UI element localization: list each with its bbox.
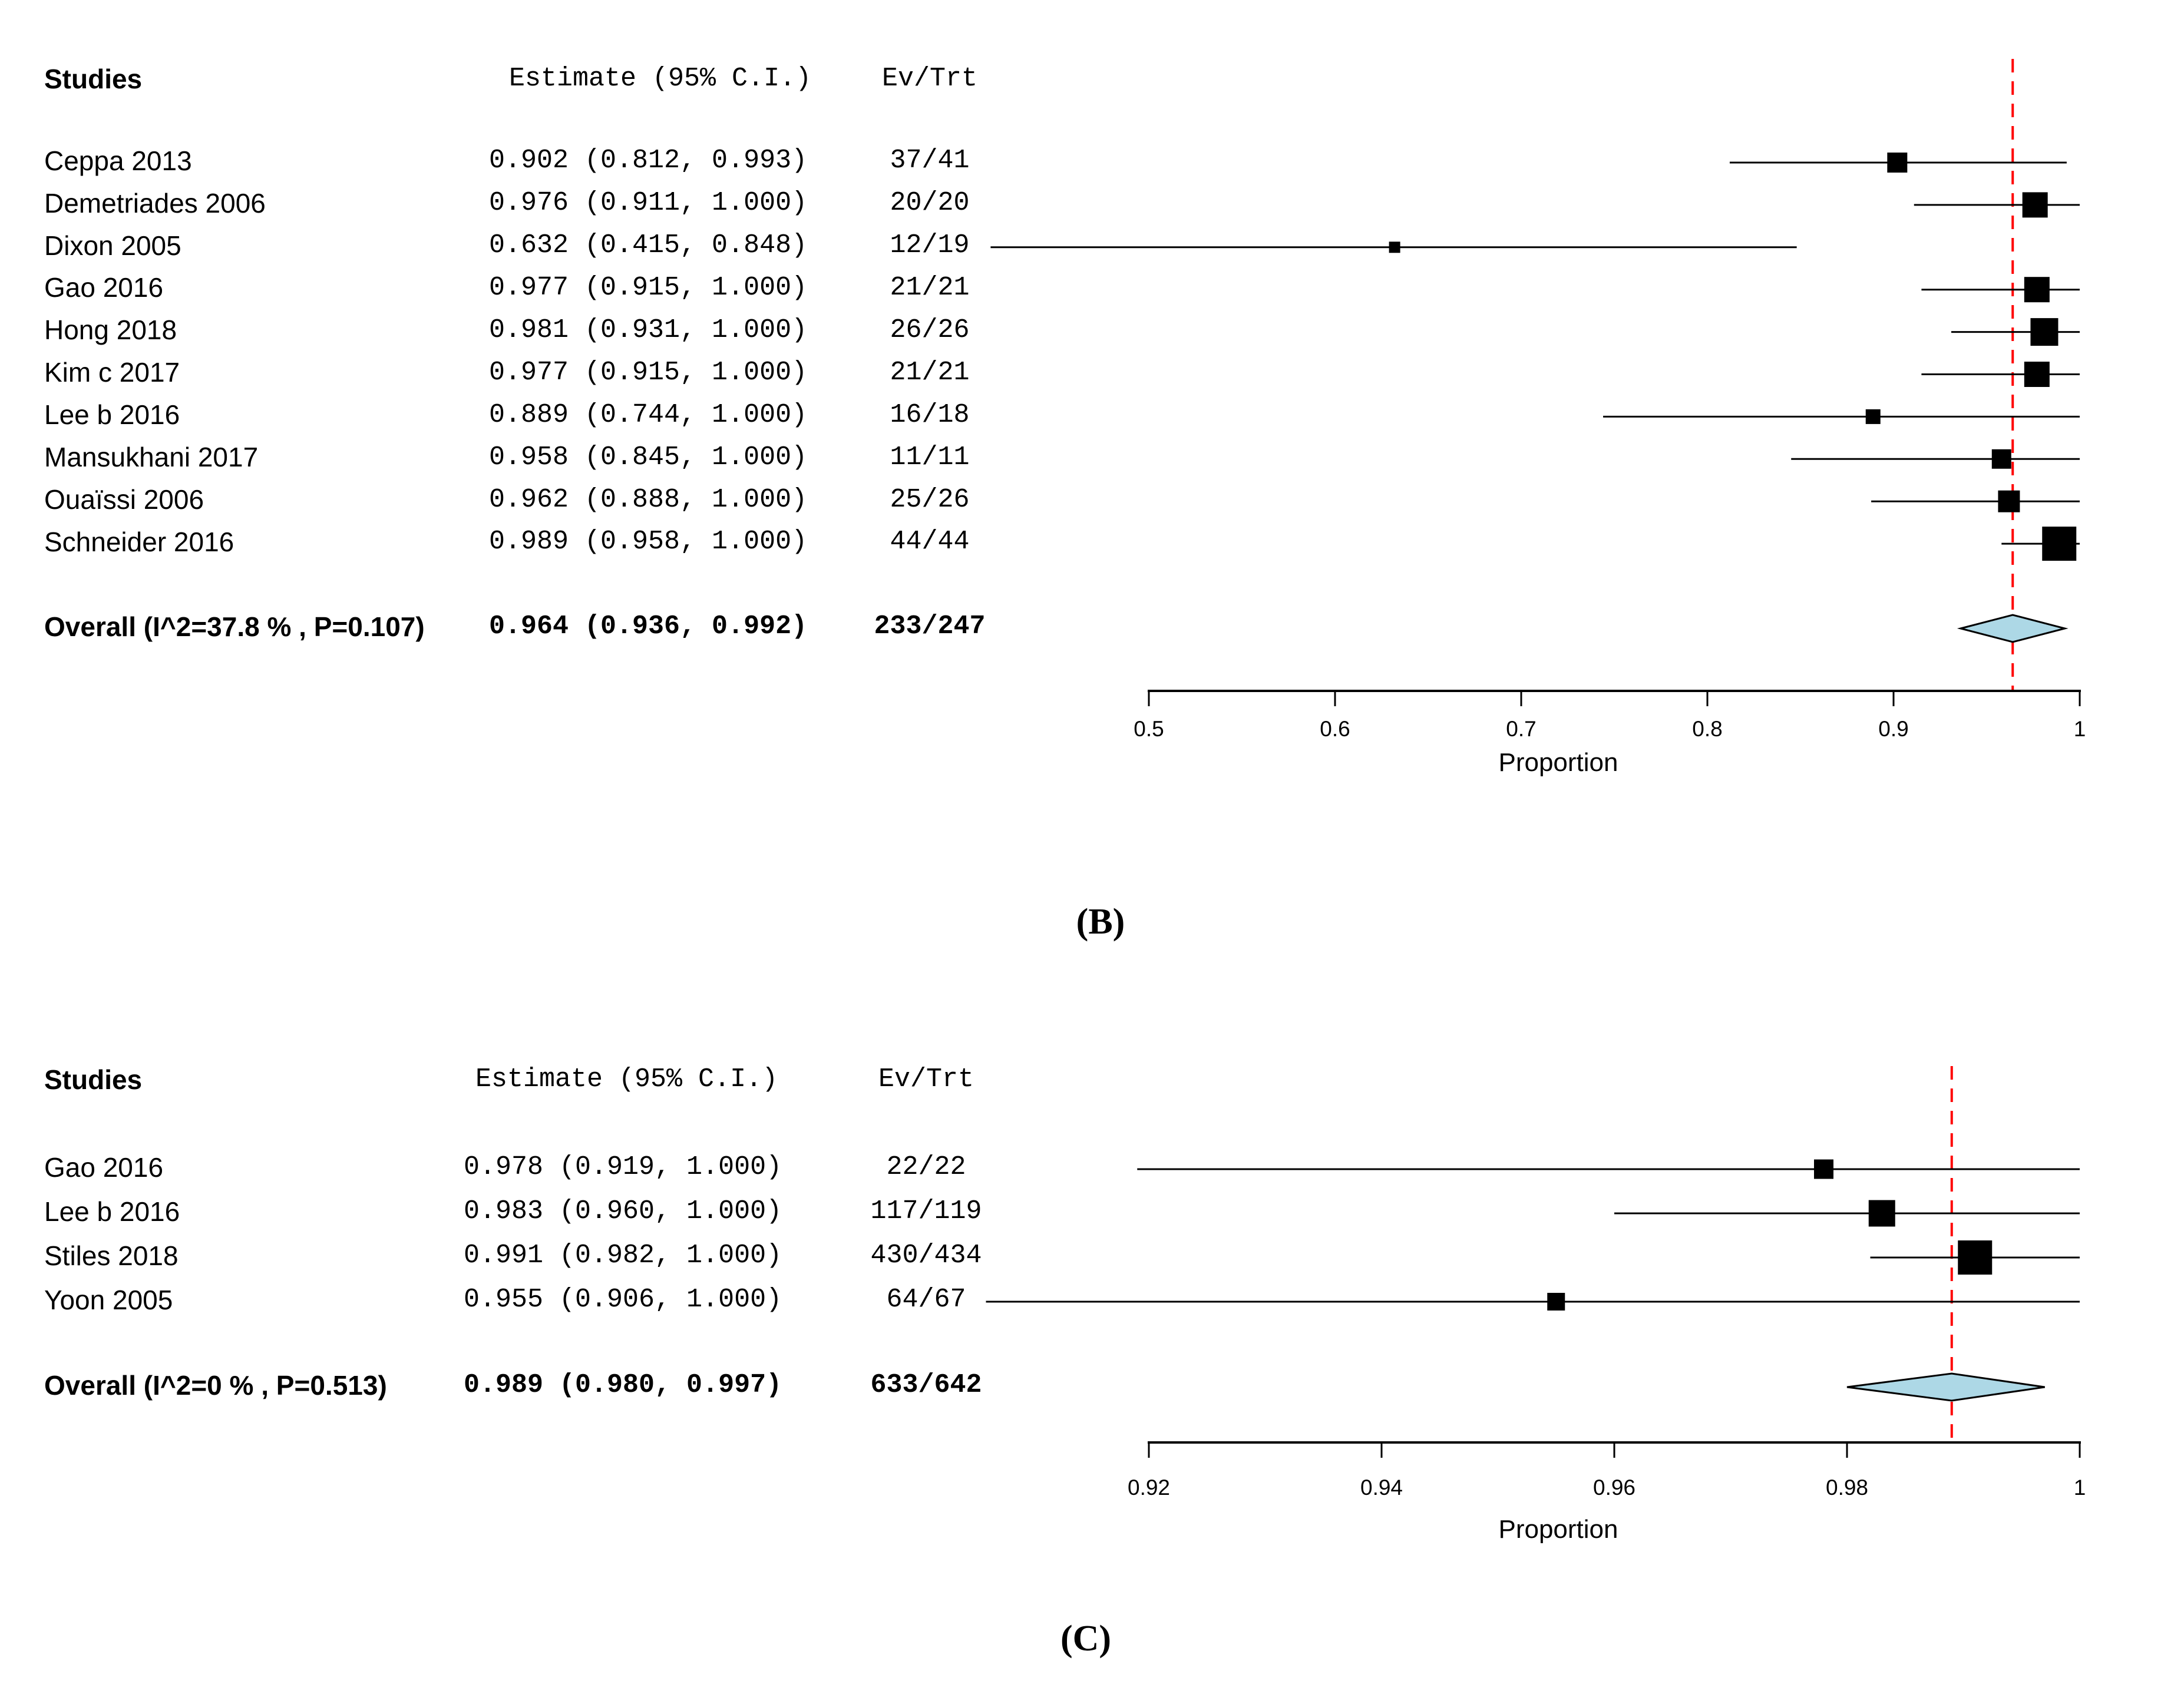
study-label: Lee b 2016	[44, 399, 180, 430]
overall-estimate-value: 0.964 (0.936, 0.992)	[489, 611, 808, 641]
column-header-studies: Studies	[44, 1064, 143, 1095]
ev-trt-value: 25/26	[890, 485, 970, 515]
panel-label-B: (B)	[1076, 904, 1125, 940]
study-label: Ouaïssi 2006	[44, 484, 204, 515]
estimate-marker	[1991, 449, 2011, 469]
axis-tick-label: 0.6	[1320, 717, 1350, 741]
estimate-marker	[1868, 1200, 1895, 1227]
estimate-marker	[1389, 241, 1400, 253]
axis-tick-label: 0.92	[1127, 1475, 1171, 1500]
estimate-marker	[1887, 153, 1908, 173]
ev-trt-value: 12/19	[890, 230, 970, 260]
estimate-value: 0.955 (0.906, 1.000)	[464, 1285, 782, 1315]
estimate-value: 0.977 (0.915, 1.000)	[489, 273, 808, 303]
estimate-marker	[1958, 1240, 1993, 1275]
panel-label-C-text: (C)	[1060, 1619, 1112, 1659]
axis-title: Proportion	[1498, 748, 1618, 777]
overall-diamond	[1846, 1372, 2045, 1402]
estimate-value: 0.978 (0.919, 1.000)	[464, 1152, 782, 1182]
study-label: Schneider 2016	[44, 527, 234, 557]
column-header-estimate: Estimate (95% C.I.)	[475, 1064, 778, 1094]
estimate-value: 0.976 (0.911, 1.000)	[489, 188, 808, 218]
estimate-marker	[2024, 277, 2050, 303]
ev-trt-value: 26/26	[890, 315, 970, 345]
estimate-marker	[2042, 527, 2077, 561]
ev-trt-value: 117/119	[870, 1196, 982, 1226]
study-label: Demetriades 2006	[44, 188, 266, 219]
axis-tick-label: 1	[2073, 717, 2086, 741]
overall-estimate-value: 0.989 (0.980, 0.997)	[464, 1370, 782, 1400]
axis-tick-label: 1	[2073, 1475, 2086, 1500]
ev-trt-value: 22/22	[886, 1152, 966, 1182]
estimate-value: 0.958 (0.845, 1.000)	[489, 442, 808, 472]
study-label: Yoon 2005	[44, 1285, 173, 1315]
estimate-marker	[2022, 192, 2048, 218]
overall-diamond	[1957, 614, 2069, 643]
column-header-ev-trt: Ev/Trt	[878, 1064, 974, 1094]
ev-trt-value: 64/67	[886, 1285, 966, 1315]
estimate-marker	[2024, 362, 2050, 387]
estimate-value: 0.983 (0.960, 1.000)	[464, 1196, 782, 1226]
ev-trt-value: 430/434	[870, 1240, 982, 1270]
estimate-value: 0.977 (0.915, 1.000)	[489, 358, 808, 388]
overall-ev-trt-value: 633/642	[870, 1370, 982, 1400]
column-header-studies: Studies	[44, 64, 143, 94]
column-header-estimate: Estimate (95% C.I.)	[509, 64, 812, 94]
ev-trt-value: 44/44	[890, 527, 970, 557]
study-label: Lee b 2016	[44, 1196, 180, 1227]
axis-tick-label: 0.98	[1825, 1475, 1869, 1500]
panel-label-C: (C)	[1060, 1620, 1111, 1657]
study-label: Gao 2016	[44, 272, 164, 303]
axis-tick-label: 0.5	[1134, 717, 1164, 741]
estimate-marker	[1547, 1293, 1565, 1311]
study-label: Mansukhani 2017	[44, 442, 259, 472]
estimate-value: 0.632 (0.415, 0.848)	[489, 230, 808, 260]
ev-trt-value: 16/18	[890, 400, 970, 430]
study-label: Gao 2016	[44, 1152, 164, 1183]
overall-label: Overall (I^2=37.8 % , P=0.107)	[44, 611, 425, 642]
axis-tick-label: 0.7	[1506, 717, 1537, 741]
estimate-marker	[1865, 409, 1881, 424]
estimate-value: 0.889 (0.744, 1.000)	[489, 400, 808, 430]
study-label: Dixon 2005	[44, 230, 181, 261]
column-header-ev-trt: Ev/Trt	[881, 64, 978, 94]
study-label: Hong 2018	[44, 315, 177, 345]
estimate-value: 0.991 (0.982, 1.000)	[464, 1240, 782, 1270]
study-label: Kim c 2017	[44, 357, 180, 388]
estimate-value: 0.962 (0.888, 1.000)	[489, 485, 808, 515]
axis-title: Proportion	[1498, 1515, 1618, 1544]
estimate-value: 0.902 (0.812, 0.993)	[489, 145, 808, 176]
overall-ev-trt-value: 233/247	[874, 611, 986, 641]
ev-trt-value: 37/41	[890, 145, 970, 176]
axis-tick-label: 0.8	[1692, 717, 1723, 741]
ev-trt-value: 21/21	[890, 358, 970, 388]
overall-label: Overall (I^2=0 % , P=0.513)	[44, 1370, 387, 1401]
study-label: Ceppa 2013	[44, 145, 192, 176]
estimate-value: 0.981 (0.931, 1.000)	[489, 315, 808, 345]
study-label: Stiles 2018	[44, 1240, 179, 1271]
estimate-value: 0.989 (0.958, 1.000)	[489, 527, 808, 557]
ev-trt-value: 11/11	[890, 442, 970, 472]
ev-trt-value: 20/20	[890, 188, 970, 218]
axis-tick-label: 0.96	[1592, 1475, 1636, 1500]
estimate-marker	[1998, 490, 2020, 512]
panel-label-B-text: (B)	[1076, 902, 1125, 942]
axis-tick-label: 0.94	[1360, 1475, 1403, 1500]
estimate-marker	[2030, 318, 2059, 346]
axis-tick-label: 0.9	[1878, 717, 1909, 741]
ev-trt-value: 21/21	[890, 273, 970, 303]
estimate-marker	[1814, 1159, 1833, 1179]
